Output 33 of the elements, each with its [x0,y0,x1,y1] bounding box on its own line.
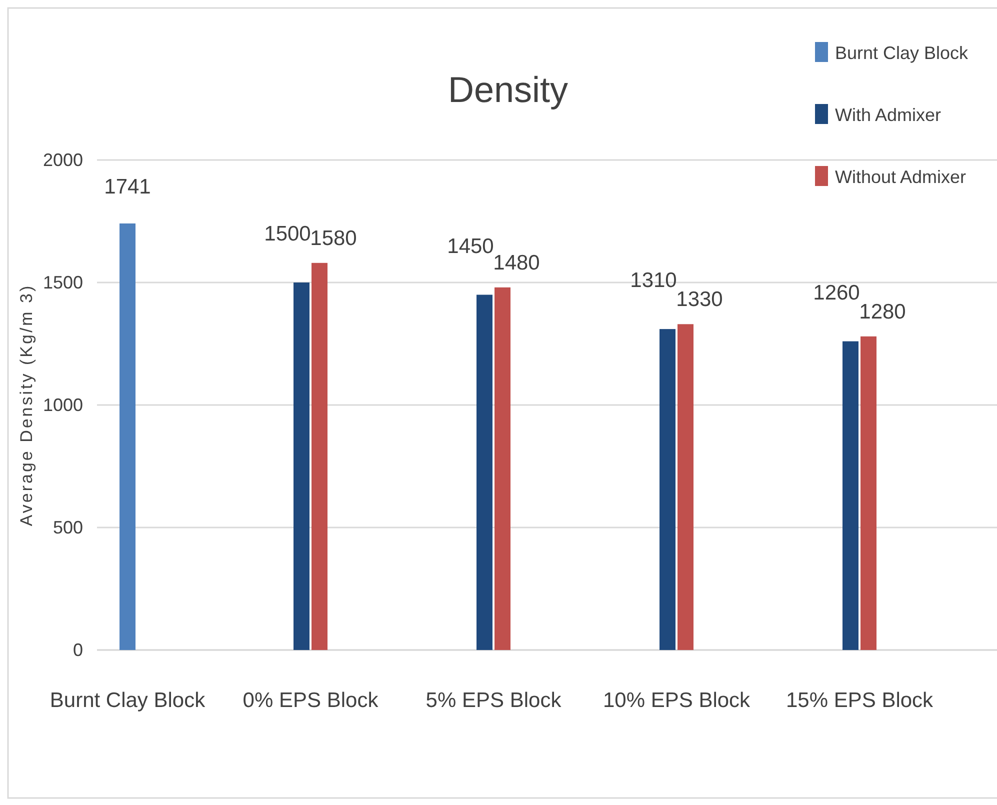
data-label: 1330 [676,288,723,312]
data-label: 1280 [859,300,906,324]
y-axis-title: Average Density (Kg/m 3) [17,284,36,526]
bar [494,287,510,650]
bar [120,223,136,650]
bar [678,324,694,650]
legend-label: Burnt Clay Block [835,43,970,63]
y-tick-label: 500 [52,517,83,538]
y-tick-label: 1000 [42,394,83,415]
x-tick-label: Burnt Clay Block [50,688,206,712]
data-label: 1500 [264,222,311,246]
y-tick-label: 1500 [42,272,83,292]
data-label: 1310 [630,269,677,292]
legend-label: With Admixer [835,105,942,125]
x-tick-label: 5% EPS Block [426,688,562,712]
bar [660,329,676,650]
chart-title: Density [448,69,568,110]
data-label: 1260 [813,281,860,304]
data-label: 1741 [104,175,151,198]
y-tick-label: 2000 [42,150,83,170]
x-tick-label: 0% EPS Block [242,688,379,712]
bar [860,336,876,650]
x-tick-label: 15% EPS Block [786,688,934,712]
data-label: 1580 [310,226,357,250]
data-label: 1450 [447,234,494,258]
bar [842,341,858,650]
y-tick-label: 0 [72,640,83,660]
bar [294,282,310,650]
x-tick-label: 10% EPS Block [602,688,751,712]
legend-label: Without Admixer [835,167,966,187]
bar [476,294,492,650]
data-label: 1480 [493,251,540,274]
bar [312,262,328,650]
